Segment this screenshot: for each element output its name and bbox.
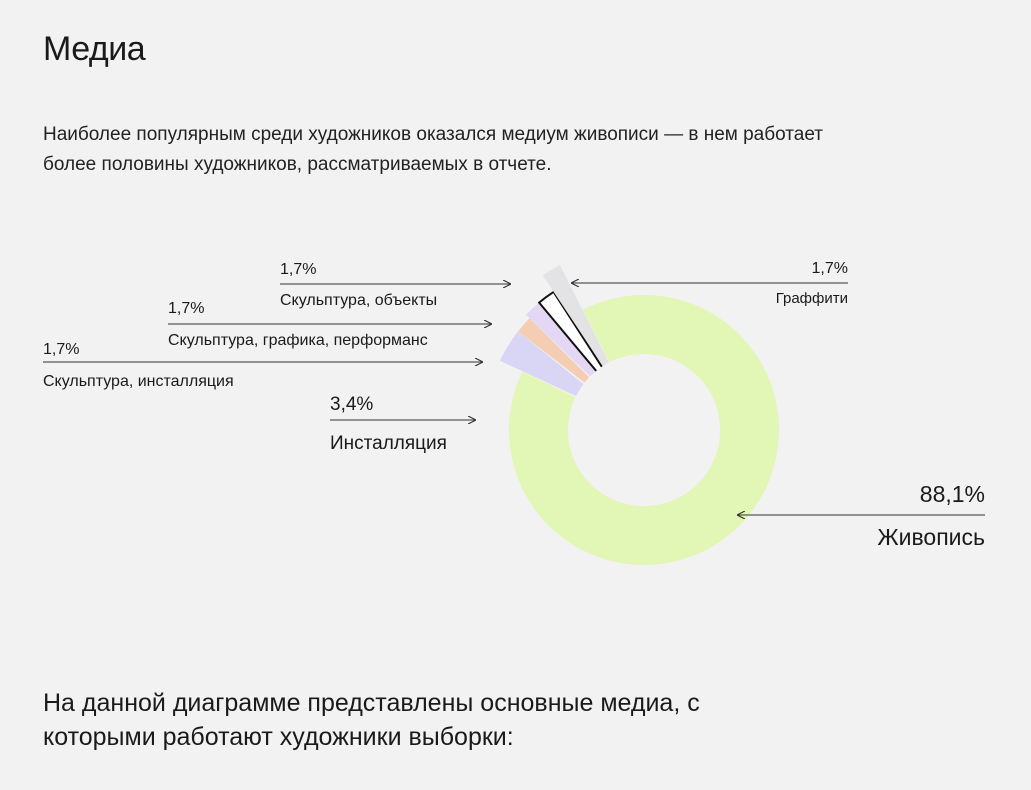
slice-1 bbox=[508, 295, 779, 566]
data-label-name-2: Инсталляция bbox=[330, 433, 447, 454]
data-label-name-6: Граффити bbox=[776, 290, 848, 307]
chart-callouts: 88,1% Живопись 3,4% Инсталляция 1,7% Скульпту… bbox=[43, 260, 985, 550]
data-label-name-4: Скульптура, графика, перформанс bbox=[168, 332, 428, 349]
data-label-value-4: 1,7% bbox=[168, 300, 204, 317]
data-label-name-3: Скульптура, инсталляция bbox=[43, 373, 234, 390]
data-label-name-5: Скульптура, объекты bbox=[280, 292, 437, 309]
data-label-value-5: 1,7% bbox=[280, 261, 316, 278]
data-label-value-1: 88,1% bbox=[920, 481, 985, 507]
data-label-value-3: 1,7% bbox=[43, 341, 79, 358]
chart-slices bbox=[499, 265, 779, 566]
data-label-value-2: 3,4% bbox=[330, 394, 373, 415]
data-label-name-1: Живопись bbox=[877, 524, 985, 550]
chart-description: Наиболее популярным среди художников ока… bbox=[43, 124, 823, 175]
page-title: Медиа bbox=[43, 30, 146, 68]
data-label-value-6: 1,7% bbox=[812, 260, 848, 277]
footer-text: На данной диаграмме представлены основны… bbox=[43, 689, 700, 751]
donut-hole bbox=[568, 354, 720, 506]
